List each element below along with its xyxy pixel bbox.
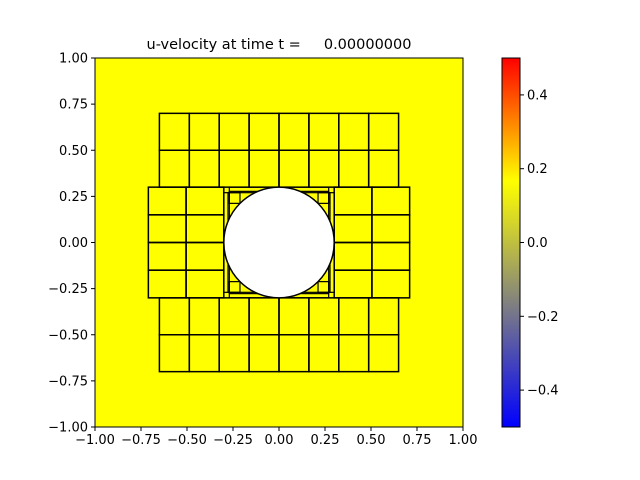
y-tick-label: −0.50 bbox=[48, 328, 88, 343]
mesh-cell bbox=[367, 112, 400, 151]
colorbar-tick-label: 0.4 bbox=[527, 88, 548, 103]
x-tick-label: −0.75 bbox=[121, 433, 161, 448]
colorbar: −0.4 −0.2 0.0 0.2 0.4 bbox=[501, 57, 559, 428]
y-tick-label: 0.50 bbox=[59, 144, 88, 159]
x-tick-label: −0.25 bbox=[213, 433, 253, 448]
x-axis: −1.00 −0.75 −0.50 −0.25 0.00 0.25 0.50 0.75 1.00 bbox=[75, 427, 477, 448]
y-tick-label: 1.00 bbox=[59, 52, 88, 67]
mesh-overlay bbox=[147, 112, 411, 373]
chart-title: u-velocity at time t = 0.00000000 bbox=[147, 37, 412, 53]
colorbar-tick-label: 0.0 bbox=[527, 236, 548, 251]
x-tick-label: 0.75 bbox=[403, 433, 432, 448]
obstacle-circle bbox=[223, 186, 335, 299]
colorbar-scale bbox=[501, 57, 521, 428]
y-tick-label: −0.25 bbox=[48, 282, 88, 297]
x-tick-label: 0.25 bbox=[311, 433, 340, 448]
colorbar-tick-label: −0.2 bbox=[527, 310, 559, 325]
mesh-cell bbox=[371, 186, 411, 216]
y-tick-label: 0.00 bbox=[59, 236, 88, 251]
y-tick-label: 0.25 bbox=[59, 190, 88, 205]
y-tick-label: −1.00 bbox=[48, 421, 88, 436]
colorbar-tick-label: 0.2 bbox=[527, 162, 548, 177]
x-tick-label: 0.00 bbox=[265, 433, 294, 448]
colorbar-tick-label: −0.4 bbox=[527, 384, 559, 399]
y-tick-label: −0.75 bbox=[48, 374, 88, 389]
x-tick-label: 0.50 bbox=[357, 433, 386, 448]
x-tick-label: −1.00 bbox=[75, 433, 115, 448]
x-tick-label: −0.50 bbox=[167, 433, 207, 448]
y-tick-label: 0.75 bbox=[59, 98, 88, 113]
y-axis: −1.00 −0.75 −0.50 −0.25 0.00 0.25 0.50 0.75 1.00 bbox=[48, 52, 95, 436]
x-tick-label: 1.00 bbox=[449, 433, 478, 448]
